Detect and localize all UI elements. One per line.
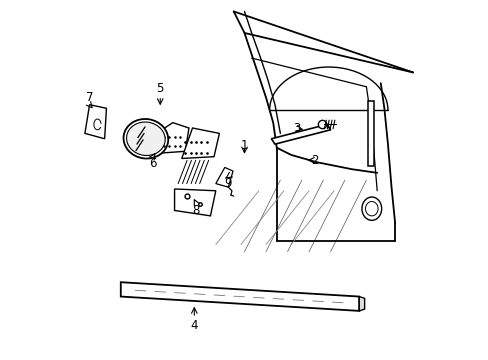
Polygon shape bbox=[174, 189, 215, 216]
Text: 4: 4 bbox=[190, 319, 198, 332]
Ellipse shape bbox=[361, 197, 381, 220]
Text: 2: 2 bbox=[310, 154, 318, 167]
Text: 8: 8 bbox=[192, 204, 200, 217]
Text: 3: 3 bbox=[292, 122, 300, 135]
Polygon shape bbox=[271, 125, 330, 144]
Polygon shape bbox=[121, 282, 359, 311]
Polygon shape bbox=[160, 123, 188, 153]
Polygon shape bbox=[85, 105, 106, 139]
Text: 5: 5 bbox=[156, 82, 163, 95]
Polygon shape bbox=[182, 128, 219, 158]
Text: 9: 9 bbox=[224, 177, 232, 190]
Polygon shape bbox=[215, 167, 233, 187]
Polygon shape bbox=[367, 101, 373, 166]
Ellipse shape bbox=[126, 122, 165, 156]
Text: 7: 7 bbox=[86, 91, 93, 104]
Text: 1: 1 bbox=[240, 139, 248, 152]
Text: 6: 6 bbox=[149, 157, 157, 170]
Ellipse shape bbox=[123, 119, 168, 158]
Polygon shape bbox=[359, 297, 364, 311]
